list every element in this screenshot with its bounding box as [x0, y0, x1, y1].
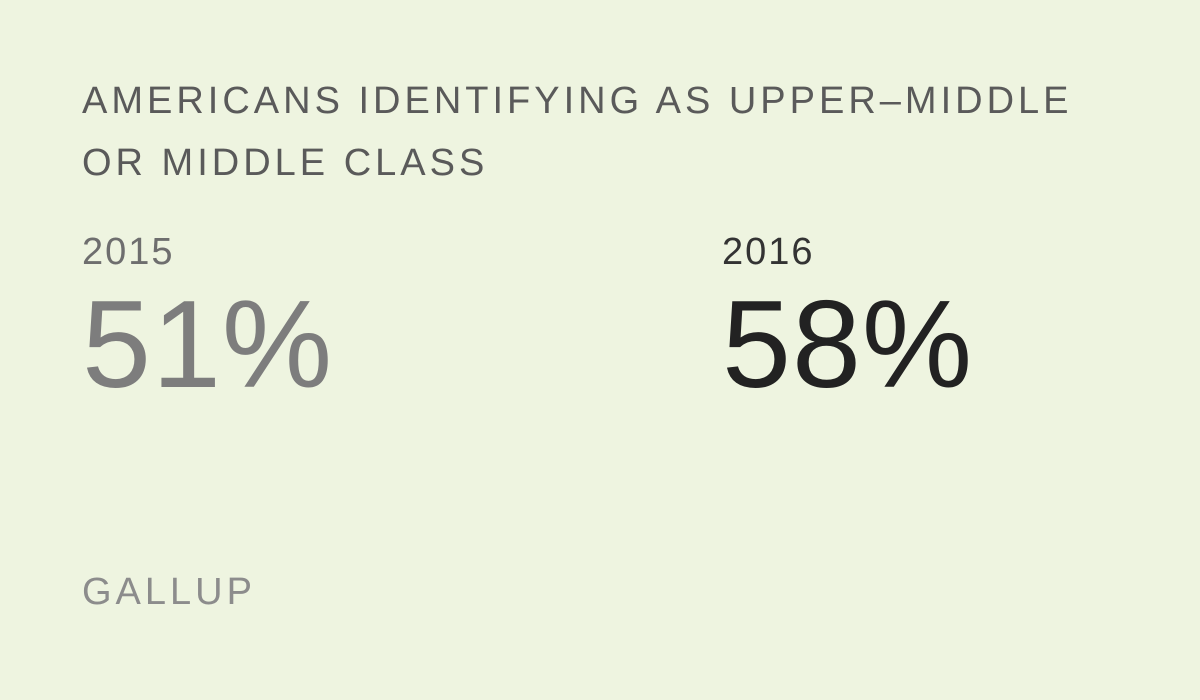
stat-2015: 2015 51% — [82, 230, 333, 410]
value-2015: 51% — [82, 276, 334, 414]
year-label-2016: 2016 — [722, 231, 815, 273]
stat-2016: 2016 58% — [722, 230, 973, 410]
source-label: GALLUP — [82, 571, 256, 613]
chart-title: AMERICANS IDENTIFYING AS UPPER–MIDDLE OR… — [82, 80, 1073, 184]
year-label-2015: 2015 — [82, 231, 175, 273]
value-2016: 58% — [722, 276, 974, 414]
